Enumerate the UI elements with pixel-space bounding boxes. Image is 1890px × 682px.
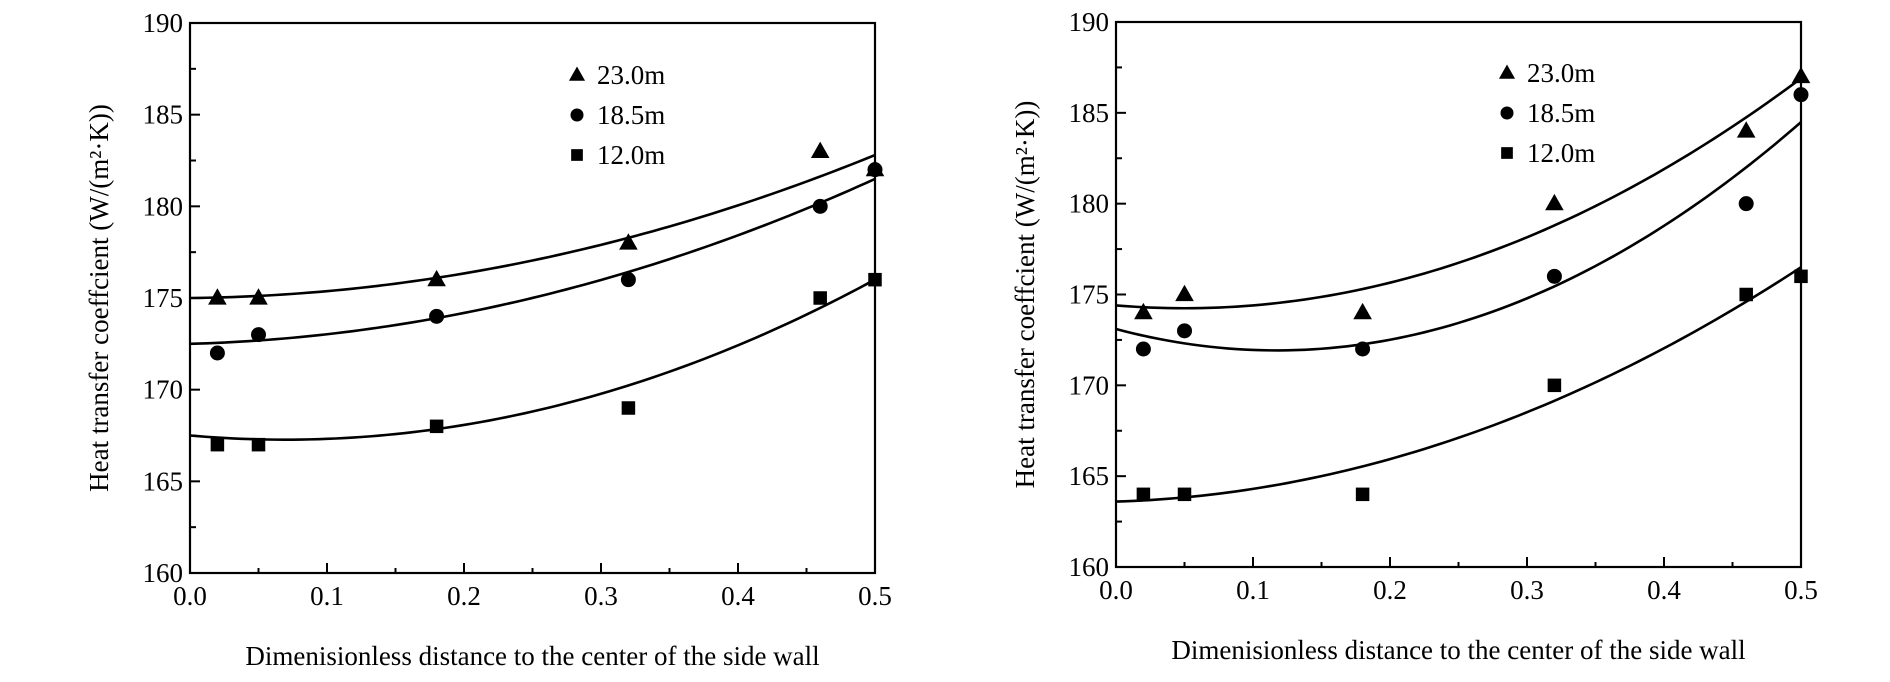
y-tick-label: 175 bbox=[143, 283, 184, 313]
data-point-square bbox=[1794, 269, 1808, 284]
data-point-square bbox=[813, 291, 827, 305]
y-tick-label: 190 bbox=[143, 8, 184, 38]
data-point-circle bbox=[620, 272, 636, 288]
right-chart: Heat transfer coeffcient (W/(m²·K)) Dime… bbox=[1010, 7, 1818, 665]
series-18-5m bbox=[1135, 87, 1809, 357]
data-point-triangle bbox=[1134, 302, 1153, 320]
data-point-triangle bbox=[1791, 66, 1811, 84]
legend-label: 18.5m bbox=[1527, 98, 1595, 128]
legend-marker-square bbox=[571, 149, 583, 161]
x-tick-label: 0.5 bbox=[1784, 575, 1818, 605]
legend-marker-triangle bbox=[1498, 64, 1516, 79]
series-23-0m bbox=[1134, 66, 1811, 320]
fit-curve-12-0m bbox=[189, 278, 876, 441]
y-tick-label: 160 bbox=[143, 558, 184, 588]
y-axis-label: Heat transfer coeffcient (W/(m²·K)) bbox=[1010, 101, 1040, 489]
legend-marker-square bbox=[1501, 147, 1513, 159]
legend-label: 23.0m bbox=[1527, 58, 1595, 88]
fit-curve-23-0m bbox=[1115, 77, 1802, 310]
legend-marker-circle bbox=[1500, 106, 1514, 120]
legend: 23.0m 18.5m 12.0m bbox=[1498, 58, 1595, 168]
data-point-square bbox=[1355, 487, 1370, 502]
data-point-square bbox=[868, 272, 882, 287]
x-axis-label: Dimenisionless distance to the center of… bbox=[1171, 635, 1745, 665]
series-23-0m bbox=[208, 141, 885, 305]
data-point-triangle bbox=[1736, 121, 1756, 138]
data-point-square bbox=[1547, 378, 1562, 393]
data-point-circle bbox=[1546, 268, 1562, 284]
legend-label: 12.0m bbox=[1527, 138, 1595, 168]
plot-frame bbox=[1114, 20, 1803, 569]
data-point-circle bbox=[1738, 196, 1754, 212]
data-point-triangle bbox=[1545, 193, 1564, 211]
data-point-circle bbox=[251, 327, 266, 343]
fit-curve-18-5m bbox=[1115, 121, 1802, 352]
x-tick-label: 0.3 bbox=[1510, 575, 1544, 605]
legend-label: 12.0m bbox=[597, 140, 665, 170]
data-point-circle bbox=[429, 308, 445, 324]
fit-curve-18-5m bbox=[189, 177, 876, 346]
x-tick-label: 0.4 bbox=[1647, 575, 1681, 605]
data-point-circle bbox=[812, 198, 828, 214]
y-tick-label: 170 bbox=[1069, 370, 1110, 400]
x-tick-label: 0.0 bbox=[173, 581, 207, 611]
y-tick-label: 185 bbox=[143, 100, 184, 130]
fit-curve-23-0m bbox=[189, 153, 876, 300]
data-point-triangle bbox=[1353, 302, 1372, 320]
x-tick-label: 0.5 bbox=[858, 581, 892, 611]
left-chart: Heat transfer coeffcient (W/(m²·K)) Dime… bbox=[84, 8, 892, 671]
data-point-triangle bbox=[427, 269, 446, 287]
legend-marker-triangle bbox=[568, 66, 586, 81]
y-tick-label: 170 bbox=[143, 375, 184, 405]
y-tick-label: 160 bbox=[1069, 552, 1110, 582]
series-12-0m bbox=[1136, 269, 1808, 502]
data-point-circle bbox=[1135, 341, 1151, 357]
data-point-square bbox=[621, 401, 636, 415]
data-point-circle bbox=[1793, 87, 1809, 103]
x-tick-label: 0.0 bbox=[1099, 575, 1133, 605]
x-tick-label: 0.3 bbox=[584, 581, 618, 611]
data-point-circle bbox=[867, 162, 883, 178]
data-point-square bbox=[1136, 487, 1151, 502]
data-point-triangle bbox=[1175, 284, 1194, 302]
y-tick-label: 165 bbox=[143, 466, 184, 496]
x-tick-label: 0.2 bbox=[1373, 575, 1407, 605]
x-tick-label: 0.2 bbox=[447, 581, 481, 611]
data-point-triangle bbox=[249, 288, 268, 305]
y-tick-label: 165 bbox=[1069, 461, 1110, 491]
x-tick-label: 0.1 bbox=[310, 581, 344, 611]
legend-label: 23.0m bbox=[597, 60, 665, 90]
y-tick-label: 185 bbox=[1069, 98, 1110, 128]
data-point-square bbox=[210, 437, 225, 452]
x-axis-label: Dimenisionless distance to the center of… bbox=[245, 641, 819, 671]
data-point-square bbox=[1739, 287, 1753, 302]
x-tick-label: 0.1 bbox=[1236, 575, 1270, 605]
data-point-circle bbox=[1177, 323, 1192, 339]
series-12-0m bbox=[210, 272, 882, 452]
x-tick-label: 0.4 bbox=[721, 581, 755, 611]
legend-label: 18.5m bbox=[597, 100, 665, 130]
y-tick-label: 175 bbox=[1069, 280, 1110, 310]
y-axis-label: Heat transfer coeffcient (W/(m²·K)) bbox=[84, 104, 114, 492]
y-tick-label: 190 bbox=[1069, 7, 1110, 37]
y-tick-label: 180 bbox=[143, 191, 184, 221]
fit-curve-12-0m bbox=[1115, 266, 1802, 503]
data-point-square bbox=[251, 437, 266, 452]
data-point-square bbox=[1177, 487, 1192, 502]
y-tick-label: 180 bbox=[1069, 189, 1110, 219]
data-point-triangle bbox=[208, 288, 227, 305]
data-point-triangle bbox=[810, 141, 830, 158]
data-point-triangle bbox=[619, 233, 638, 250]
data-point-circle bbox=[209, 345, 225, 361]
data-point-circle bbox=[1355, 341, 1371, 357]
legend: 23.0m 18.5m 12.0m bbox=[568, 60, 665, 170]
series-18-5m bbox=[209, 162, 883, 361]
data-point-square bbox=[429, 419, 444, 434]
legend-marker-circle bbox=[570, 108, 584, 122]
